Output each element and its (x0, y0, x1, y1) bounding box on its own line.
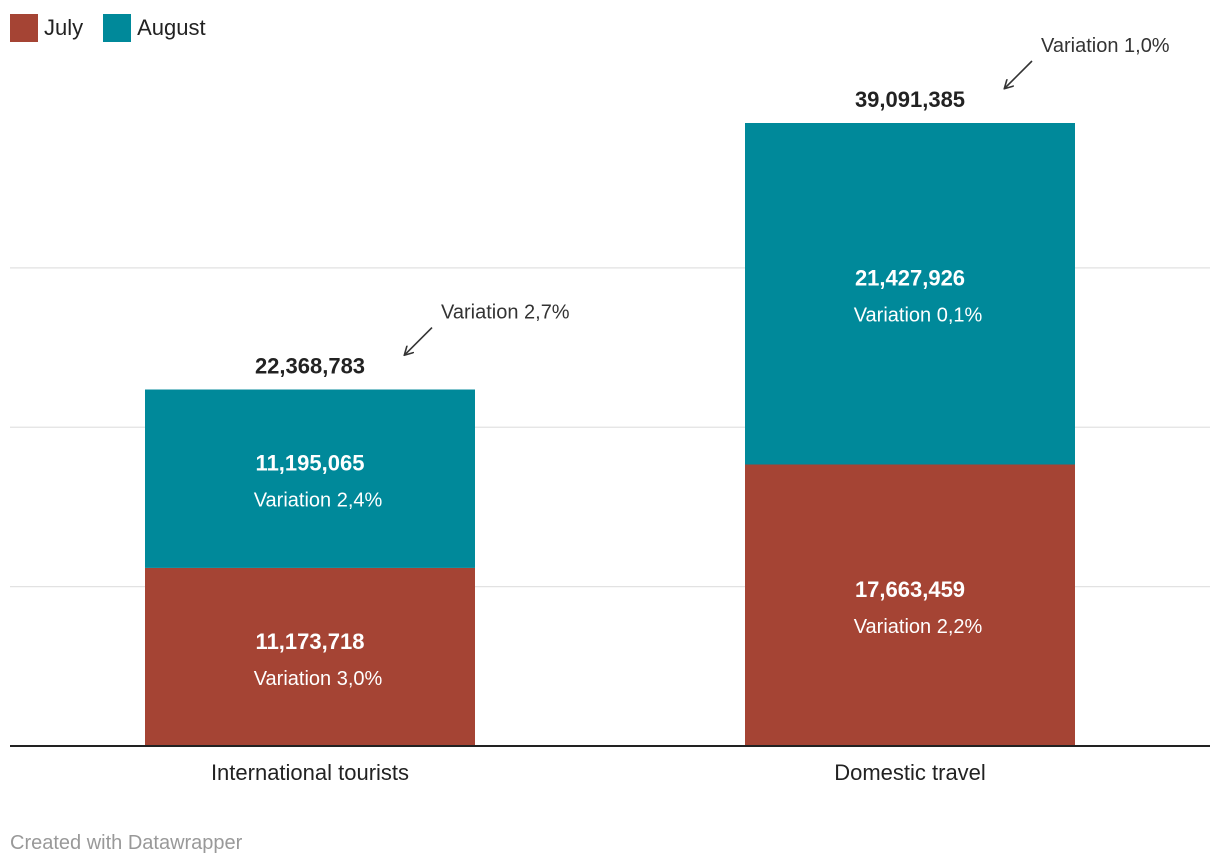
legend-label: July (44, 15, 84, 40)
segment-value-label: 21,427,926 (855, 266, 965, 291)
segment-value-label: 17,663,459 (855, 577, 965, 602)
bar-august-1 (145, 389, 475, 568)
segment-variation-note: Variation 2,2% (854, 616, 983, 638)
legend-swatch (103, 14, 132, 42)
bar-july-1 (145, 567, 475, 746)
segment-variation-note: Variation 0,1% (854, 305, 983, 327)
segment-variation-note: Variation 2,4% (254, 490, 383, 512)
annotation-arrow (1005, 60, 1033, 88)
legend: July August (10, 12, 206, 44)
stacked-bar-chart: 11,173,718 Variation 3,0% 11,195,065 Variat… (10, 35, 1210, 785)
bar-august-2 (745, 123, 1075, 465)
bar-july-2 (745, 464, 1075, 746)
segment-value-label: 11,195,065 (256, 451, 365, 476)
x-axis-category-label: Domestic travel (834, 760, 986, 785)
legend-item-july: July (10, 14, 83, 42)
segment-variation-note: Variation 3,0% (254, 668, 383, 690)
total-value-label: 22,368,783 (255, 354, 365, 379)
legend-swatch (10, 14, 38, 42)
credit-text: Created with Datawrapper (10, 832, 243, 854)
total-variation-annotation: Variation 1,0% (1041, 35, 1170, 57)
x-axis-category-label: International tourists (211, 760, 409, 785)
segment-value-label: 11,173,718 (256, 629, 365, 654)
total-value-label: 39,091,385 (855, 87, 965, 112)
total-variation-annotation: Variation 2,7% (441, 302, 570, 324)
legend-label: August (137, 15, 206, 40)
annotation-arrow (405, 326, 433, 355)
legend-item-august: August (103, 14, 206, 42)
